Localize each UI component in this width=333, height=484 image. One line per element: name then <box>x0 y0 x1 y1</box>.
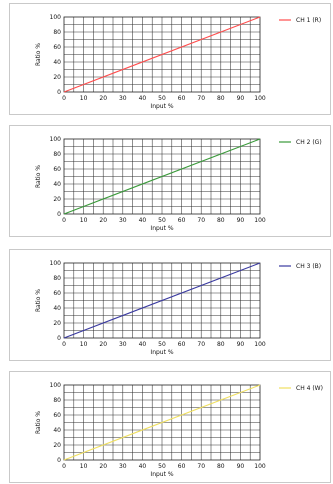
y-tick-label: 80 <box>53 29 61 36</box>
y-tick-label: 80 <box>53 275 61 282</box>
x-tick-label: 0 <box>62 463 66 470</box>
x-tick-label: 60 <box>178 463 186 470</box>
y-axis-label: Ratio % <box>35 165 42 188</box>
x-axis-label: Input % <box>150 103 173 110</box>
y-tick-label: 20 <box>53 74 61 81</box>
x-tick-label: 20 <box>99 463 107 470</box>
x-tick-label: 0 <box>62 95 66 102</box>
x-tick-label: 40 <box>139 217 147 224</box>
x-tick-label: 80 <box>217 95 225 102</box>
x-tick-label: 0 <box>62 341 66 348</box>
x-tick-label: 100 <box>254 341 266 348</box>
y-tick-label: 20 <box>53 442 61 449</box>
y-tick-label: 0 <box>57 211 61 218</box>
x-tick-label: 50 <box>158 217 166 224</box>
y-tick-label: 80 <box>53 397 61 404</box>
y-tick-label: 60 <box>53 290 61 297</box>
x-tick-label: 20 <box>99 95 107 102</box>
chart-ch3: 0 20 40 60 80 100 0 10 20 30 40 50 60 70 80 90 100 Input … <box>35 260 321 356</box>
y-axis-label: Ratio % <box>35 43 42 66</box>
x-tick-label: 80 <box>217 463 225 470</box>
y-tick-label: 100 <box>50 382 62 389</box>
legend-label: CH 1 (R) <box>296 17 321 24</box>
x-tick-label: 10 <box>80 95 88 102</box>
x-tick-label: 50 <box>158 463 166 470</box>
y-tick-label: 60 <box>53 166 61 173</box>
x-tick-label: 100 <box>254 95 266 102</box>
series-line <box>63 138 261 215</box>
x-axis-label: Input % <box>150 471 173 478</box>
x-tick-label: 20 <box>99 341 107 348</box>
y-tick-label: 60 <box>53 412 61 419</box>
x-tick-label: 60 <box>178 217 186 224</box>
x-tick-label: 10 <box>80 463 88 470</box>
chart-panel-ch2: 0 20 40 60 80 100 0 10 20 30 40 50 60 70 80 90 100 Input … <box>9 125 331 237</box>
x-tick-label: 70 <box>197 463 205 470</box>
y-tick-label: 80 <box>53 151 61 158</box>
y-tick-label: 60 <box>53 44 61 51</box>
x-tick-label: 90 <box>237 95 245 102</box>
x-tick-label: 10 <box>80 217 88 224</box>
x-tick-label: 30 <box>119 341 127 348</box>
chart-ch1: 0 20 40 60 80 100 0 10 20 30 40 50 60 70 80 90 100 Input … <box>35 14 321 110</box>
series-line <box>63 16 261 93</box>
legend-label: CH 4 (W) <box>296 385 323 392</box>
plot-frame <box>63 16 261 93</box>
x-tick-label: 70 <box>197 95 205 102</box>
x-tick-label: 90 <box>237 463 245 470</box>
y-tick-label: 40 <box>53 181 61 188</box>
x-tick-label: 60 <box>178 341 186 348</box>
legend-label: CH 2 (G) <box>296 139 322 146</box>
chart-panel-ch4: 0 20 40 60 80 100 0 10 20 30 40 50 60 70 80 90 100 Input … <box>9 371 331 483</box>
y-tick-label: 100 <box>50 14 62 21</box>
y-axis-label: Ratio % <box>35 289 42 312</box>
x-tick-label: 40 <box>139 95 147 102</box>
y-tick-label: 20 <box>53 196 61 203</box>
y-tick-label: 20 <box>53 320 61 327</box>
x-tick-label: 20 <box>99 217 107 224</box>
x-tick-label: 90 <box>237 217 245 224</box>
series-line <box>63 384 261 461</box>
x-tick-label: 50 <box>158 341 166 348</box>
x-tick-label: 30 <box>119 463 127 470</box>
x-tick-label: 70 <box>197 217 205 224</box>
x-tick-label: 60 <box>178 95 186 102</box>
chart-panel-ch3: 0 20 40 60 80 100 0 10 20 30 40 50 60 70 80 90 100 Input … <box>9 249 331 361</box>
chart-panel-ch1: 0 20 40 60 80 100 0 10 20 30 40 50 60 70 80 90 100 Input … <box>9 3 331 115</box>
x-axis-label: Input % <box>150 225 173 232</box>
x-tick-label: 70 <box>197 341 205 348</box>
chart-ch4: 0 20 40 60 80 100 0 10 20 30 40 50 60 70 80 90 100 Input … <box>35 382 323 478</box>
y-tick-label: 100 <box>50 260 62 267</box>
x-tick-label: 0 <box>62 217 66 224</box>
y-tick-label: 40 <box>53 427 61 434</box>
x-tick-label: 90 <box>237 341 245 348</box>
x-axis-label: Input % <box>150 349 173 356</box>
x-tick-label: 40 <box>139 463 147 470</box>
y-tick-label: 40 <box>53 305 61 312</box>
x-tick-label: 50 <box>158 95 166 102</box>
x-tick-label: 30 <box>119 95 127 102</box>
y-tick-label: 0 <box>57 89 61 96</box>
chart-ch2: 0 20 40 60 80 100 0 10 20 30 40 50 60 70 80 90 100 Input … <box>35 136 322 232</box>
legend-label: CH 3 (B) <box>296 263 321 270</box>
x-tick-label: 80 <box>217 217 225 224</box>
y-tick-label: 0 <box>57 335 61 342</box>
y-tick-label: 0 <box>57 457 61 464</box>
x-tick-label: 80 <box>217 341 225 348</box>
y-tick-label: 100 <box>50 136 62 143</box>
x-tick-label: 100 <box>254 217 266 224</box>
y-tick-label: 40 <box>53 59 61 66</box>
x-tick-label: 30 <box>119 217 127 224</box>
x-tick-label: 100 <box>254 463 266 470</box>
x-tick-label: 40 <box>139 341 147 348</box>
plot-frame <box>63 138 261 215</box>
x-tick-label: 10 <box>80 341 88 348</box>
plot-frame <box>63 384 261 461</box>
y-axis-label: Ratio % <box>35 411 42 434</box>
series-line <box>63 262 261 339</box>
plot-frame <box>63 262 261 339</box>
